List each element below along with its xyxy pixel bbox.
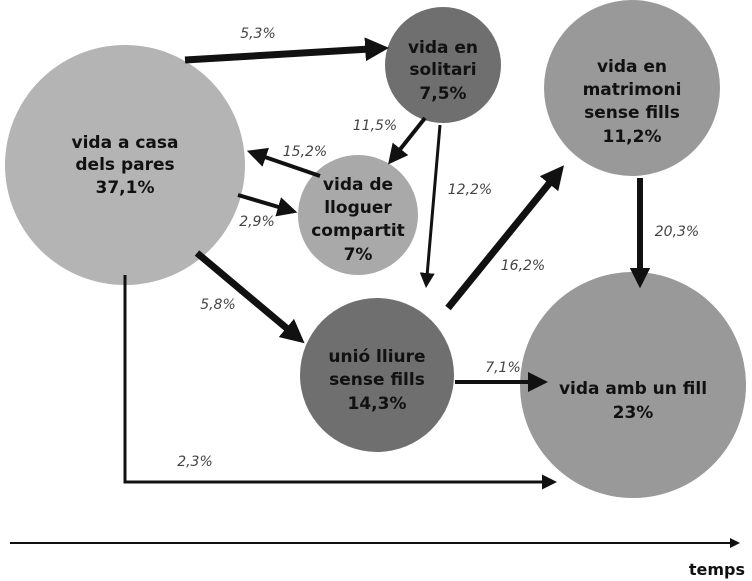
arrow	[123, 275, 557, 490]
node-label: vida en	[597, 57, 667, 77]
node-label: unió lliure	[328, 347, 425, 367]
edge-label: 2,9%	[239, 214, 275, 230]
axis-label: temps	[689, 560, 745, 579]
edge-label: 11,5%	[353, 118, 397, 134]
node-circle	[298, 155, 418, 275]
node-label: sense fills	[584, 103, 680, 123]
edge-label: 15,2%	[283, 144, 327, 160]
arrow	[184, 37, 390, 64]
edge-label: 20,3%	[655, 224, 699, 240]
node-label: dels pares	[75, 155, 174, 175]
arrow	[445, 165, 565, 311]
edge-label: 5,3%	[240, 26, 276, 42]
node-circle	[385, 7, 501, 123]
node-label: solitari	[409, 60, 476, 80]
node-share: 7,5%	[419, 84, 466, 104]
arrow	[237, 193, 298, 217]
node-circle	[5, 45, 245, 285]
edge-label: 12,2%	[448, 182, 492, 198]
node-share: 7%	[344, 245, 373, 265]
node-label: lloguer	[324, 198, 392, 218]
arrow	[246, 147, 321, 178]
edge-label: 5,8%	[200, 297, 236, 313]
node-share: 23%	[613, 403, 654, 423]
node-share: 14,3%	[348, 394, 407, 414]
edge-label: 2,3%	[177, 454, 213, 470]
node-share: 37,1%	[96, 178, 155, 198]
node-label: compartit	[311, 221, 405, 241]
edge-label: 7,1%	[485, 360, 521, 376]
arrow	[388, 116, 427, 165]
node-label: sense fills	[329, 370, 425, 390]
node-label: vida amb un fill	[559, 379, 707, 399]
arrow	[194, 250, 305, 344]
node-share: 11,2%	[603, 127, 662, 147]
node-circle	[544, 0, 720, 176]
arrow	[419, 124, 442, 288]
edge-label: 16,2%	[501, 258, 545, 274]
node-circle	[520, 272, 746, 498]
node-label: vida a casa	[72, 133, 179, 153]
node-circle	[300, 298, 454, 452]
node-label: vida en	[408, 38, 478, 58]
node-label: vida de	[323, 175, 393, 195]
node-label: matrimoni	[583, 80, 682, 100]
